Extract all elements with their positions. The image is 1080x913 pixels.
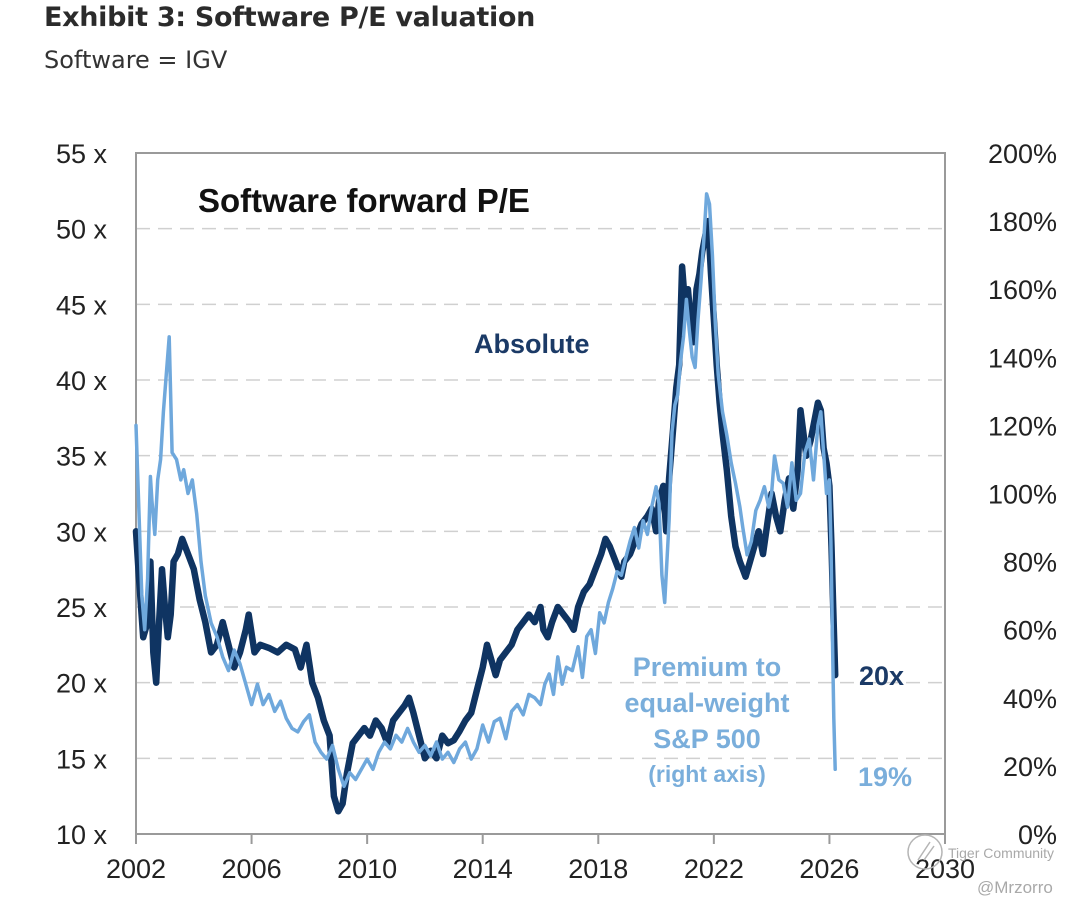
y-left-tick-label: 40 x: [56, 366, 108, 396]
y-left-tick-label: 15 x: [56, 744, 108, 774]
y-left-tick-label: 55 x: [56, 139, 108, 169]
x-axis-ticks: 2002 2006 2010 2014 2018 2022 2026 2030: [106, 834, 975, 884]
y-left-tick-label: 10 x: [56, 820, 108, 850]
y-right-tick-label: 100%: [988, 480, 1057, 510]
y-left-tick-label: 25 x: [56, 593, 108, 623]
y-right-tick-label: 20%: [1003, 752, 1057, 782]
premium-series-label-line2: equal-weight: [624, 688, 789, 718]
y-left-tick-label: 20 x: [56, 669, 108, 699]
y-left-tick-label: 50 x: [56, 215, 108, 245]
x-tick-label: 2002: [106, 854, 166, 884]
exhibit-subtitle: Software = IGV: [44, 46, 228, 74]
y-left-tick-label: 30 x: [56, 517, 108, 547]
premium-series-line: [134, 192, 837, 789]
y-right-tick-label: 0%: [1018, 820, 1057, 850]
x-tick-label: 2010: [337, 854, 397, 884]
premium-end-label: 19%: [858, 762, 912, 792]
y-right-tick-label: 200%: [988, 139, 1057, 169]
y-right-tick-label: 80%: [1003, 548, 1057, 578]
watermark-handle: @Mrzorro: [977, 878, 1053, 897]
x-tick-label: 2018: [568, 854, 628, 884]
plot-frame: [135, 152, 946, 835]
x-tick-label: 2022: [684, 854, 744, 884]
y-right-tick-label: 180%: [988, 207, 1057, 237]
watermark: Tiger Community @Mrzorro: [907, 834, 1054, 897]
y-right-tick-label: 40%: [1003, 684, 1057, 714]
watermark-brand: Tiger Community: [948, 845, 1054, 861]
absolute-series-label: Absolute: [474, 329, 590, 359]
y-left-tick-label: 35 x: [56, 442, 108, 472]
premium-series-label-line1: Premium to: [633, 652, 782, 682]
y-right-tick-label: 120%: [988, 411, 1057, 441]
y-axis-left: 10 x 15 x 20 x 25 x 30 x 35 x 40 x 45 x 50 x 55 x: [56, 139, 108, 850]
y-left-tick-label: 45 x: [56, 290, 108, 320]
y-right-tick-label: 140%: [988, 343, 1057, 373]
tiger-logo-icon: [907, 834, 943, 870]
chart-title: Software forward P/E: [198, 182, 530, 219]
absolute-series-line: [132, 217, 839, 815]
y-axis-right: 0% 20% 40% 60% 80% 100% 120% 140% 160% 180% 200%: [988, 139, 1057, 850]
premium-series-label-line3: S&P 500: [653, 724, 761, 754]
gridlines: [136, 227, 945, 760]
y-right-tick-label: 160%: [988, 275, 1057, 305]
y-right-tick-label: 60%: [1003, 616, 1057, 646]
x-tick-label: 2026: [799, 854, 859, 884]
x-tick-label: 2014: [453, 854, 513, 884]
premium-axis-note: (right axis): [648, 761, 766, 787]
absolute-end-label: 20x: [859, 661, 904, 691]
exhibit-title: Exhibit 3: Software P/E valuation: [44, 2, 536, 33]
series-lines: [132, 192, 839, 815]
x-tick-label: 2006: [222, 854, 282, 884]
